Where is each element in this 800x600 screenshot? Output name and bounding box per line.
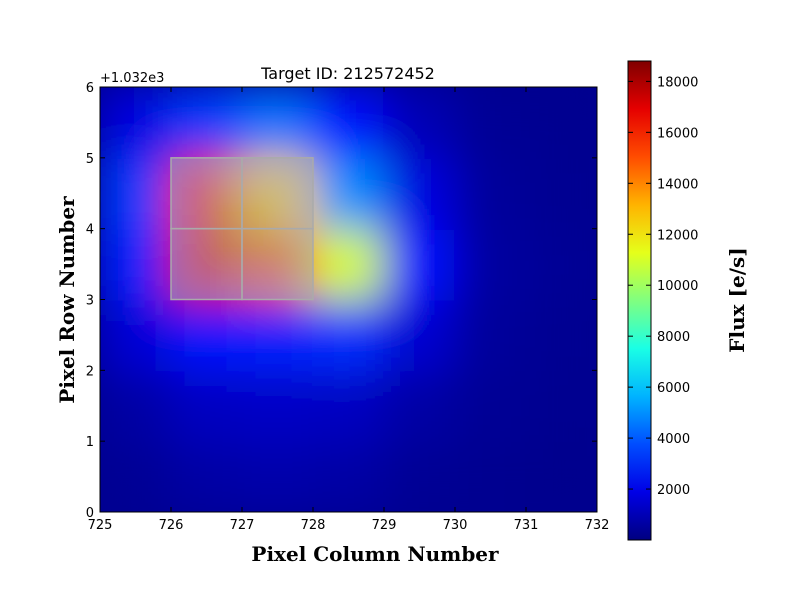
aperture-pixel [170, 227, 243, 301]
heatmap-cell [525, 87, 597, 159]
heatmap-cell [170, 440, 243, 512]
heatmap-cell [454, 156, 527, 230]
heatmap-cell [241, 440, 314, 512]
heatmap-cell [383, 298, 456, 372]
heatmap-cell [100, 440, 172, 512]
colorbar-tick-label: 18000 [657, 75, 698, 90]
heatmap-cell [383, 156, 456, 230]
heatmap-cell [100, 227, 172, 301]
heatmap-cell [241, 369, 314, 443]
plot-area [99, 86, 598, 513]
heatmap-cell [525, 156, 597, 230]
heatmap-cell [383, 87, 456, 159]
colorbar-tick-label: 12000 [657, 228, 698, 243]
heatmap-cell [241, 298, 314, 372]
heatmap-cell [312, 227, 385, 301]
colorbar-tick-label: 16000 [657, 126, 698, 141]
colorbar-label: Flux [e/s] [725, 247, 749, 352]
colorbar-tick-label: 6000 [657, 381, 690, 396]
heatmap-cell [454, 227, 527, 301]
x-tick-label: 732 [585, 518, 610, 533]
x-tick-label: 725 [88, 518, 113, 533]
heatmap-cell [241, 87, 314, 159]
y-axis-label: Pixel Row Number [55, 196, 79, 404]
heatmap-cell [100, 298, 172, 372]
y-tick-label: 0 [86, 506, 94, 521]
x-tick-label: 731 [514, 518, 539, 533]
colorbar: 2000 4000 6000 8000 10000 12000 14000 16000 1800… [627, 60, 749, 541]
y-tick-label: 6 [86, 81, 94, 96]
y-tick-label: 2 [86, 364, 94, 379]
x-tick-label: 728 [301, 518, 326, 533]
y-tick-label: 5 [86, 152, 94, 167]
heatmap-cell [312, 156, 385, 230]
heatmap-cell [170, 298, 243, 372]
heatmap-cell [525, 369, 597, 443]
heatmap-cell [383, 227, 456, 301]
heatmap-cell [100, 156, 172, 230]
colorbar-tick-label: 8000 [657, 330, 690, 345]
heatmap-cell [525, 440, 597, 512]
heatmap-cell [312, 87, 385, 159]
heatmap-cell [454, 369, 527, 443]
heatmap-cell [170, 87, 243, 159]
colorbar-tick-label: 2000 [657, 483, 690, 498]
heatmap-cell [312, 369, 385, 443]
y-tick-label: 3 [86, 294, 94, 309]
heatmap-cell [454, 298, 527, 372]
x-tick-label: 729 [372, 518, 397, 533]
heatmap-cell [525, 227, 597, 301]
heatmap-cell [454, 440, 527, 512]
heatmap-cell [383, 369, 456, 443]
x-axis-label: Pixel Column Number [251, 542, 499, 566]
heatmap-cell [383, 440, 456, 512]
colorbar-tick-label: 4000 [657, 432, 690, 447]
heatmap-cell [100, 369, 172, 443]
aperture-pixel [241, 227, 314, 301]
x-axis: 725 726 727 728 729 730 731 732 [88, 87, 610, 533]
heatmap-cell [170, 369, 243, 443]
x-tick-label: 727 [230, 518, 255, 533]
y-tick-label: 1 [86, 435, 94, 450]
y-axis: 0 1 2 3 4 5 6 [86, 81, 597, 521]
y-offset-label: +1.032e3 [100, 71, 164, 86]
colorbar-ticks: 2000 4000 6000 8000 10000 12000 14000 16000 1800… [628, 75, 698, 498]
aperture-pixel [241, 157, 314, 230]
aperture-mask [170, 157, 314, 301]
heatmap-cell [312, 440, 385, 512]
heatmap-cell [312, 298, 385, 372]
aperture-pixel [170, 157, 243, 230]
y-tick-label: 4 [86, 223, 94, 238]
heatmap-cell [100, 87, 172, 159]
x-tick-label: 730 [443, 518, 468, 533]
x-tick-label: 726 [159, 518, 184, 533]
heatmap-cell [454, 87, 527, 159]
colorbar-tick-label: 14000 [657, 177, 698, 192]
chart-title: Target ID: 212572452 [260, 64, 435, 83]
colorbar-tick-label: 10000 [657, 279, 698, 294]
colorbar-gradient [627, 60, 652, 541]
heatmap-cell [525, 298, 597, 372]
